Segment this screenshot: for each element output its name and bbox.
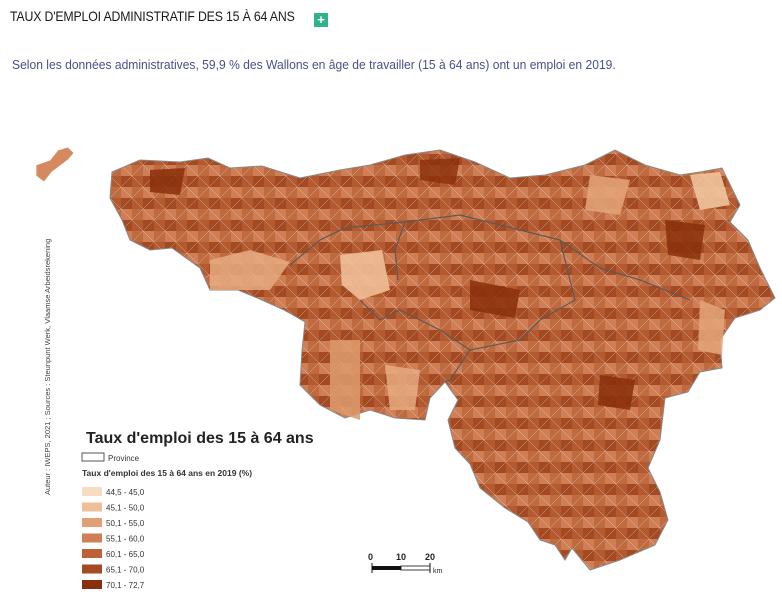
light-zone (210, 250, 290, 290)
light-zone (340, 250, 390, 300)
legend-class-label: 55,1 - 60,0 (106, 535, 145, 544)
legend-swatch (82, 533, 102, 543)
province-boundary (359, 299, 471, 351)
legend-class-label: 50,1 - 55,0 (106, 519, 145, 528)
light-zone (585, 175, 630, 215)
legend-title: Taux d'emploi des 15 à 64 ans (86, 430, 314, 447)
enclave-region (35, 146, 75, 183)
legend-swatch (82, 518, 102, 527)
province-swatch (81, 452, 105, 462)
dark-zone (470, 280, 520, 318)
map-container: Auteur : IWEPS, 2021 ; Sources : Steunpu… (0, 140, 782, 600)
intro-text: Selon les données administratives, 59,9 … (12, 57, 616, 72)
light-zone (690, 172, 730, 210)
province-boundary (404, 214, 601, 269)
province-boundary (289, 221, 406, 281)
legend-class-label: 65,1 - 70,0 (106, 566, 145, 575)
legend-swatch (82, 580, 102, 589)
classes-title: Taux d'emploi des 15 à 64 ans en 2019 (%… (82, 468, 252, 478)
dark-zone (150, 168, 185, 195)
light-zone (698, 300, 725, 355)
legend-swatch (82, 502, 102, 512)
province-boundary (444, 239, 576, 383)
map-legend: Taux d'emploi des 15 à 64 ans Province T… (81, 430, 314, 590)
header: TAUX D'EMPLOI ADMINISTRATIF DES 15 À 64 … (10, 8, 333, 24)
scale-tick-label: 0 (368, 552, 373, 562)
legend-class-label: 60,1 - 65,0 (106, 550, 145, 559)
dark-zone (665, 220, 705, 260)
section-title: TAUX D'EMPLOI ADMINISTRATIF DES 15 À 64 … (10, 8, 295, 24)
scale-bar: 0 10 20 km (368, 552, 443, 575)
dark-zone (598, 375, 635, 410)
scale-tick-label: 20 (425, 552, 435, 562)
legend-class-label: 44,5 - 45,0 (106, 488, 145, 497)
map-source: Auteur : IWEPS, 2021 ; Sources : Steunpu… (43, 239, 52, 495)
plus-icon[interactable]: + (314, 13, 328, 27)
legend-swatch (82, 549, 102, 558)
light-zone (385, 365, 420, 410)
province-label: Province (108, 454, 140, 463)
scale-tick-label: 10 (396, 552, 406, 562)
province-boundary (599, 267, 691, 301)
scale-unit: km (433, 568, 443, 575)
light-zone (330, 340, 360, 420)
legend-class-label: 70,1 - 72,7 (106, 581, 145, 590)
wallonia-map: Auteur : IWEPS, 2021 ; Sources : Steunpu… (35, 146, 776, 590)
dark-zone (420, 158, 460, 185)
legend-swatch (82, 564, 102, 574)
legend-class-label: 45,1 - 50,0 (106, 504, 145, 513)
legend-swatch (82, 487, 102, 496)
region-outline (109, 149, 776, 571)
